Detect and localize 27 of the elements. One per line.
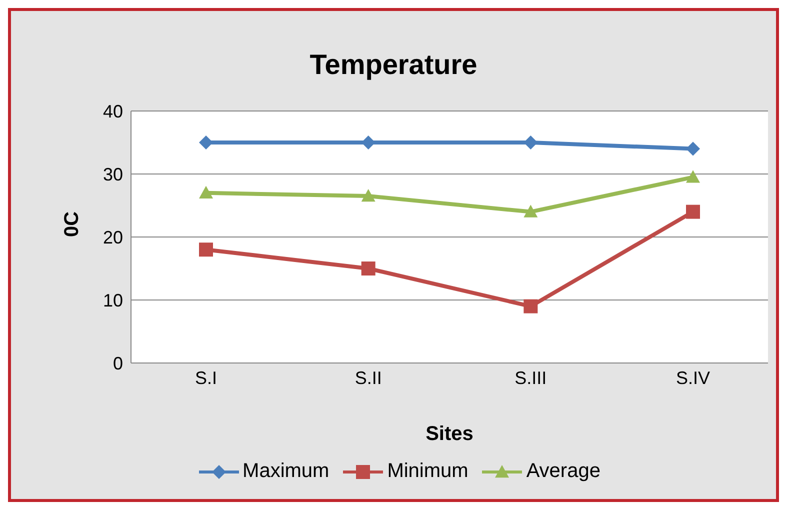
chart-title: Temperature	[308, 49, 478, 81]
y-tick-label: 30	[102, 164, 123, 184]
y-tick-label: 40	[102, 101, 123, 122]
y-tick-label: 20	[102, 227, 123, 248]
x-tick-label: S.IV	[676, 368, 710, 388]
point	[524, 204, 538, 218]
x-tick-label: S.III	[514, 368, 547, 388]
x-axis-title: Sites	[426, 423, 474, 445]
x-tick-label: S.II	[354, 368, 382, 388]
point	[686, 170, 700, 183]
point	[524, 136, 538, 150]
point	[199, 136, 213, 150]
point	[361, 189, 376, 202]
point	[524, 299, 538, 314]
point	[199, 186, 213, 198]
point	[199, 242, 213, 257]
x-tick-label: S.I	[194, 368, 218, 388]
y-tick-label: 0	[112, 353, 123, 374]
point	[686, 204, 700, 219]
y-axis-title: 0C	[61, 211, 84, 237]
legend-label: Average	[526, 460, 600, 483]
legend-label: Minimum	[387, 460, 468, 483]
point	[686, 142, 700, 156]
y-tick-label: 10	[102, 290, 123, 310]
point	[361, 136, 376, 150]
point	[361, 262, 376, 276]
legend-label: Maximum	[242, 460, 330, 483]
